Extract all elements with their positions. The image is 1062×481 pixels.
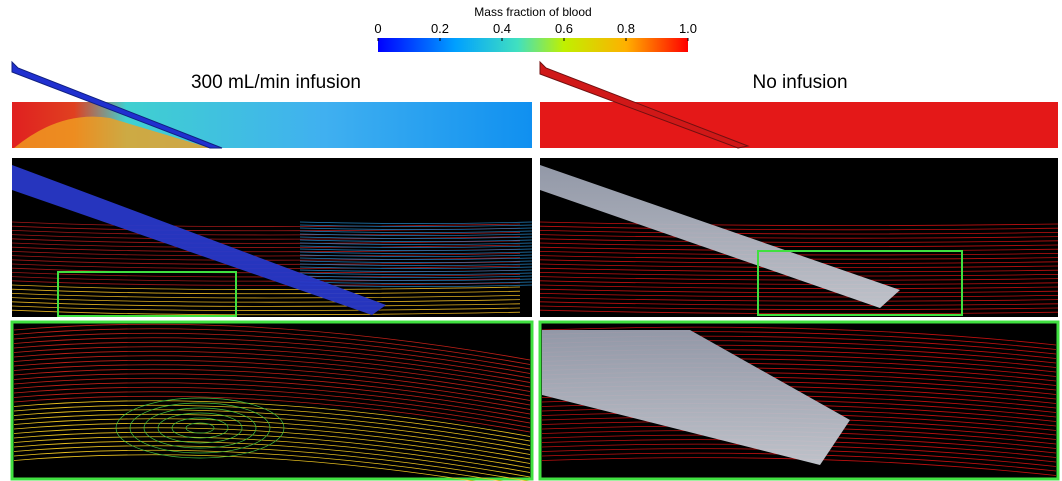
panel-title: 300 mL/min infusion bbox=[191, 72, 361, 93]
colorbar-tick-label: 0.4 bbox=[493, 21, 511, 36]
panel-title: No infusion bbox=[752, 72, 847, 93]
colorbar-tick-label: 0 bbox=[374, 21, 381, 36]
colorbar-tick-label: 1.0 bbox=[679, 21, 697, 36]
figure: Mass fraction of blood 00.20.40.60.81.0 … bbox=[0, 0, 1062, 481]
contour-right bbox=[540, 102, 1058, 148]
colorbar-tick-label: 0.2 bbox=[431, 21, 449, 36]
colorbar-title: Mass fraction of blood bbox=[474, 5, 591, 19]
colorbar-tick-label: 0.6 bbox=[555, 21, 573, 36]
colorbar bbox=[378, 38, 688, 52]
colorbar-tick-label: 0.8 bbox=[617, 21, 635, 36]
